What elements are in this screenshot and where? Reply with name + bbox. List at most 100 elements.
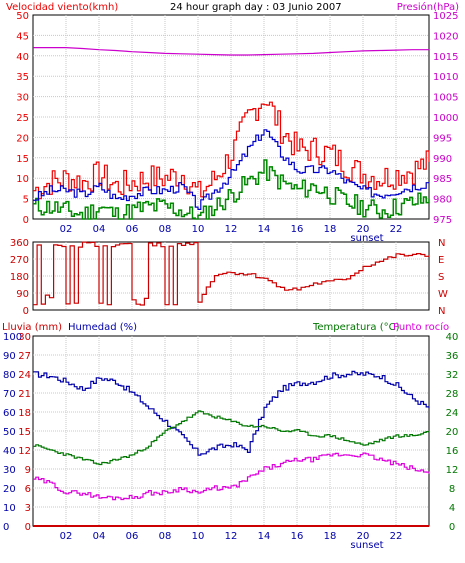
wind-x-tick: 06	[126, 224, 139, 235]
rain-y-tick: 30	[18, 332, 31, 343]
wind-x-tick: 12	[225, 224, 238, 235]
pressure-y-tick: 980	[433, 195, 452, 206]
rain-y-tick: 15	[18, 427, 31, 438]
temp-x-tick: 08	[159, 531, 172, 542]
wind-x-tick: 02	[60, 224, 73, 235]
temperature-y-tick: 4	[449, 503, 455, 514]
temperature-y-tick: 12	[446, 465, 459, 476]
humidity-y-tick: 30	[3, 465, 16, 476]
chart-layer: 0510152025303540455097598098599099510001…	[3, 11, 458, 542]
pressure-y-tick: 1010	[433, 72, 458, 83]
wind-min-line	[33, 159, 430, 220]
temp-x-tick: 20	[357, 531, 370, 542]
pressure-y-tick: 995	[433, 133, 452, 144]
pressure-y-tick: 1015	[433, 52, 458, 63]
wind-y-tick: 35	[16, 72, 29, 83]
wind-x-tick: 16	[291, 224, 304, 235]
sunset-label-bottom: sunset	[350, 540, 383, 551]
temperature-y-tick: 28	[446, 389, 459, 400]
temperature-y-tick: 32	[446, 370, 459, 381]
dewpoint-line	[33, 452, 430, 501]
humidity-y-tick: 20	[3, 484, 16, 495]
rain-y-tick: 27	[18, 351, 31, 362]
temp-x-tick: 18	[324, 531, 337, 542]
wind-y-tick: 50	[16, 11, 29, 22]
compass-tick: N	[438, 306, 445, 317]
pressure-y-tick: 1025	[433, 11, 458, 22]
direction-y-tick: 0	[23, 306, 29, 317]
wind-y-tick: 0	[23, 215, 29, 226]
dewpoint-label: Punto rocío	[393, 321, 449, 333]
pressure-y-tick: 985	[433, 174, 452, 185]
humidity-y-tick: 80	[3, 370, 16, 381]
wind-speed-label: Velocidad viento(kmh)	[6, 2, 118, 13]
wind-y-tick: 25	[16, 113, 29, 124]
wind-direction-line	[33, 241, 430, 306]
direction-y-tick: 270	[10, 255, 29, 266]
pressure-y-tick: 1000	[433, 113, 458, 124]
humidity-y-tick: 50	[3, 427, 16, 438]
temperature-y-tick: 24	[446, 408, 459, 419]
compass-tick: W	[438, 289, 448, 300]
wind-x-tick: 04	[93, 224, 106, 235]
direction-y-tick: 360	[10, 238, 29, 249]
wind-y-tick: 20	[16, 133, 29, 144]
sunset-label-top: sunset	[350, 233, 383, 244]
compass-tick: N	[438, 238, 445, 249]
pressure-y-tick: 975	[433, 215, 452, 226]
wind-y-tick: 40	[16, 52, 29, 63]
rain-label: Lluvia (mm)	[2, 322, 62, 333]
humidity-y-tick: 70	[3, 389, 16, 400]
pressure-line	[33, 47, 429, 56]
wind-avg-line	[33, 129, 430, 210]
temp-x-tick: 22	[390, 531, 403, 542]
wind-x-tick: 10	[192, 224, 205, 235]
temperature-y-tick: 36	[446, 351, 459, 362]
humidity-y-tick: 0	[3, 522, 9, 533]
wind-y-tick: 30	[16, 93, 29, 104]
pressure-y-tick: 1005	[433, 93, 458, 104]
temperature-label: Temperatura (°C)	[312, 322, 400, 333]
humidity-y-tick: 10	[3, 503, 16, 514]
direction-y-tick: 90	[16, 289, 29, 300]
humidity-y-tick: 60	[3, 408, 16, 419]
wind-y-tick: 45	[16, 31, 29, 42]
compass-tick: E	[438, 255, 444, 266]
pressure-y-tick: 1020	[433, 31, 458, 42]
wind-y-tick: 10	[16, 174, 29, 185]
rain-y-tick: 24	[18, 370, 31, 381]
pressure-y-tick: 990	[433, 154, 452, 165]
wind-x-tick: 22	[390, 224, 403, 235]
temp-x-tick: 12	[225, 531, 238, 542]
pressure-label: Presión(hPa)	[397, 1, 459, 13]
humidity-line	[33, 370, 430, 456]
temp-x-tick: 06	[126, 531, 139, 542]
direction-y-tick: 180	[10, 272, 29, 283]
rain-y-tick: 12	[18, 446, 31, 457]
temp-x-tick: 02	[60, 531, 73, 542]
humidity-y-tick: 40	[3, 446, 16, 457]
rain-y-tick: 21	[18, 389, 31, 400]
wind-y-tick: 5	[23, 195, 29, 206]
temperature-line	[33, 410, 430, 466]
temperature-y-tick: 20	[446, 427, 459, 438]
humidity-label: Humedad (%)	[68, 322, 137, 333]
humidity-y-tick: 100	[3, 332, 22, 343]
rain-y-tick: 0	[25, 522, 31, 533]
rain-y-tick: 3	[25, 503, 31, 514]
temperature-y-tick: 8	[449, 484, 455, 495]
temp-x-tick: 14	[258, 531, 271, 542]
wind-y-tick: 15	[16, 154, 29, 165]
wind-x-tick: 14	[258, 224, 271, 235]
temp-x-tick: 16	[291, 531, 304, 542]
temp-x-tick: 04	[93, 531, 106, 542]
compass-tick: S	[438, 272, 444, 283]
wind-x-tick: 08	[159, 224, 172, 235]
rain-y-tick: 9	[25, 465, 31, 476]
rain-y-tick: 18	[18, 408, 31, 419]
wind-x-tick: 20	[357, 224, 370, 235]
temperature-y-tick: 40	[446, 332, 459, 343]
temperature-y-tick: 16	[446, 446, 459, 457]
rain-y-tick: 6	[25, 484, 31, 495]
